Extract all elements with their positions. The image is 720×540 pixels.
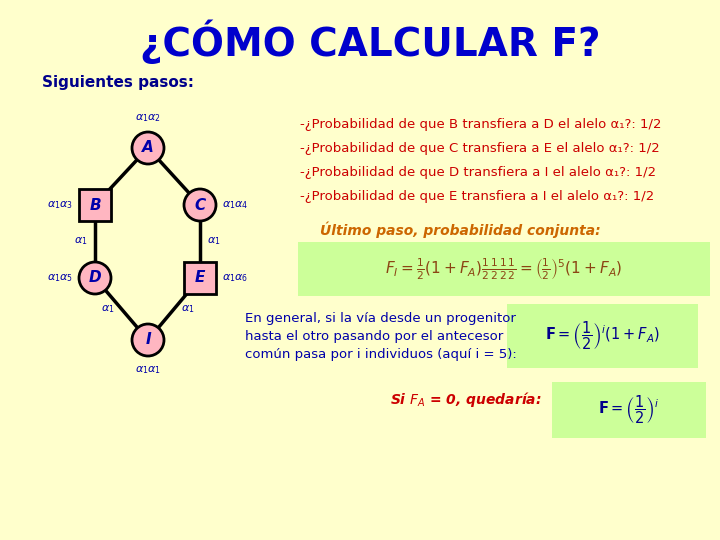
Text: $\alpha_1\alpha_3$: $\alpha_1\alpha_3$ — [47, 199, 73, 211]
Text: $\alpha_1$: $\alpha_1$ — [207, 235, 221, 247]
FancyBboxPatch shape — [507, 304, 698, 368]
Text: $\mathbf{F} = \left(\dfrac{1}{2}\right)^i$: $\mathbf{F} = \left(\dfrac{1}{2}\right)^… — [598, 394, 660, 426]
Text: -¿Probabilidad de que C transfiera a E el alelo α₁?: 1/2: -¿Probabilidad de que C transfiera a E e… — [300, 142, 660, 155]
Text: $\alpha_1\alpha_5$: $\alpha_1\alpha_5$ — [47, 272, 73, 284]
Text: -¿Probabilidad de que D transfiera a I el alelo α₁?: 1/2: -¿Probabilidad de que D transfiera a I e… — [300, 166, 656, 179]
Text: Si $F_A$ = 0, quedaría:: Si $F_A$ = 0, quedaría: — [390, 390, 541, 409]
Text: $\alpha_1$: $\alpha_1$ — [101, 303, 114, 315]
FancyBboxPatch shape — [184, 262, 216, 294]
Text: $\alpha_1\alpha_6$: $\alpha_1\alpha_6$ — [222, 272, 248, 284]
Text: D: D — [89, 271, 102, 286]
Text: -¿Probabilidad de que E transfiera a I el alelo α₁?: 1/2: -¿Probabilidad de que E transfiera a I e… — [300, 190, 654, 203]
Text: I: I — [145, 333, 150, 348]
Circle shape — [184, 189, 216, 221]
Text: ¿CÓMO CALCULAR F?: ¿CÓMO CALCULAR F? — [140, 20, 600, 64]
Text: $\alpha_1\alpha_2$: $\alpha_1\alpha_2$ — [135, 112, 161, 124]
Text: $\mathbf{F} = \left(\dfrac{1}{2}\right)^i(1 + F_A)$: $\mathbf{F} = \left(\dfrac{1}{2}\right)^… — [545, 320, 660, 352]
Text: A: A — [142, 140, 154, 156]
Text: $\alpha_1\alpha_1$: $\alpha_1\alpha_1$ — [135, 364, 161, 376]
Circle shape — [79, 262, 111, 294]
Text: E: E — [195, 271, 205, 286]
FancyBboxPatch shape — [552, 382, 706, 438]
Text: -¿Probabilidad de que B transfiera a D el alelo α₁?: 1/2: -¿Probabilidad de que B transfiera a D e… — [300, 118, 662, 131]
Text: $\alpha_1$: $\alpha_1$ — [74, 235, 88, 247]
Text: En general, si la vía desde un progenitor
hasta el otro pasando por el antecesor: En general, si la vía desde un progenito… — [245, 312, 517, 361]
Text: Siguientes pasos:: Siguientes pasos: — [42, 75, 194, 90]
Text: B: B — [89, 198, 101, 213]
Text: C: C — [194, 198, 206, 213]
Circle shape — [132, 132, 164, 164]
FancyBboxPatch shape — [298, 242, 710, 296]
Text: Último paso, probabilidad conjunta:: Último paso, probabilidad conjunta: — [320, 222, 600, 239]
Text: $\alpha_1$: $\alpha_1$ — [181, 303, 195, 315]
FancyBboxPatch shape — [79, 189, 111, 221]
Circle shape — [132, 324, 164, 356]
Text: $F_I = \frac{1}{2}(1 + F_A)\frac{1}{2}\frac{1}{2}\frac{1}{2}\frac{1}{2} = \left(: $F_I = \frac{1}{2}(1 + F_A)\frac{1}{2}\f… — [385, 256, 623, 282]
Text: $\alpha_1\alpha_4$: $\alpha_1\alpha_4$ — [222, 199, 248, 211]
